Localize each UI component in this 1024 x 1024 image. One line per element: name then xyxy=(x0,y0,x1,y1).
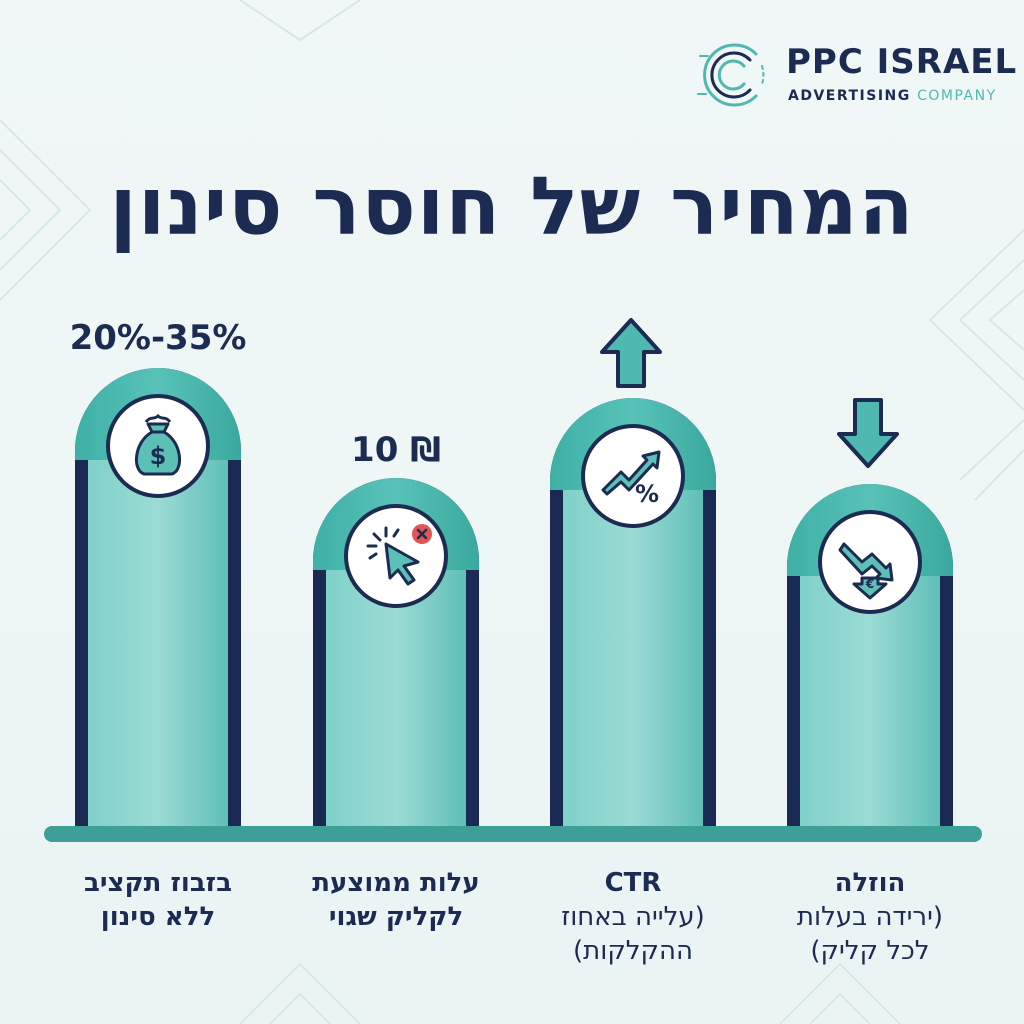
logo-tagline: ADVERTISING COMPANY xyxy=(788,88,997,104)
caption-line: ההקלקות) xyxy=(573,936,693,966)
caption-line: לקליק שגוי xyxy=(328,902,464,932)
caption-line: CTR xyxy=(604,868,662,898)
company-logo: PPC ISRAEL ADVERTISING COMPANY xyxy=(696,36,1016,114)
chart-baseline xyxy=(44,826,982,842)
svg-text:$: $ xyxy=(150,442,167,470)
caption-line: (עלייה באחוז xyxy=(561,902,705,932)
icon-circle xyxy=(344,504,448,608)
caption-line: הוזלה xyxy=(834,868,906,898)
bar-budget-waste: $ xyxy=(75,368,241,832)
caption-cost-per-bad-click: עלות ממוצעת לקליק שגוי xyxy=(276,866,516,934)
svg-text:%: % xyxy=(635,480,659,508)
arrow-down-icon xyxy=(837,398,899,468)
caption-line: עלות ממוצעת xyxy=(312,868,480,898)
value-label-budget-waste: 20%-35% xyxy=(69,318,247,358)
money-bag-icon: $ xyxy=(135,413,181,476)
caption-line: (ירידה בעלות xyxy=(796,902,944,932)
trend-percent-icon: % xyxy=(601,450,661,508)
caption-ctr-increase: CTR (עלייה באחוז ההקלקות) xyxy=(513,866,753,968)
icon-circle: % xyxy=(581,424,685,528)
bar-ctr-increase: % xyxy=(550,398,716,832)
bar-cost-per-bad-click xyxy=(313,478,479,832)
caption-line: ללא סינון xyxy=(100,902,216,932)
icon-circle: $ xyxy=(106,394,210,498)
logo-name: PPC ISRAEL xyxy=(786,42,1018,82)
icon-circle: € xyxy=(818,510,922,614)
caption-line: לכל קליק) xyxy=(810,936,930,966)
caption-cost-reduction: הוזלה (ירידה בעלות לכל קליק) xyxy=(750,866,990,968)
down-trend-coin-icon: € xyxy=(838,542,894,600)
logo-tagline-word1: ADVERTISING xyxy=(788,88,911,104)
svg-text:€: € xyxy=(865,577,874,591)
caption-budget-waste: בזבוז תקציב ללא סינון xyxy=(38,866,278,934)
bar-cost-reduction: € xyxy=(787,484,953,832)
caption-line: בזבוז תקציב xyxy=(84,868,232,898)
cursor-click-error-icon xyxy=(366,524,432,586)
value-label-cost-per-bad-click: 10 ₪ xyxy=(351,430,441,470)
page-title: המחיר של חוסר סינון xyxy=(109,160,915,253)
arrow-up-icon xyxy=(600,318,662,388)
logo-mark-icon xyxy=(697,43,765,107)
logo-tagline-word2: COMPANY xyxy=(917,88,997,104)
